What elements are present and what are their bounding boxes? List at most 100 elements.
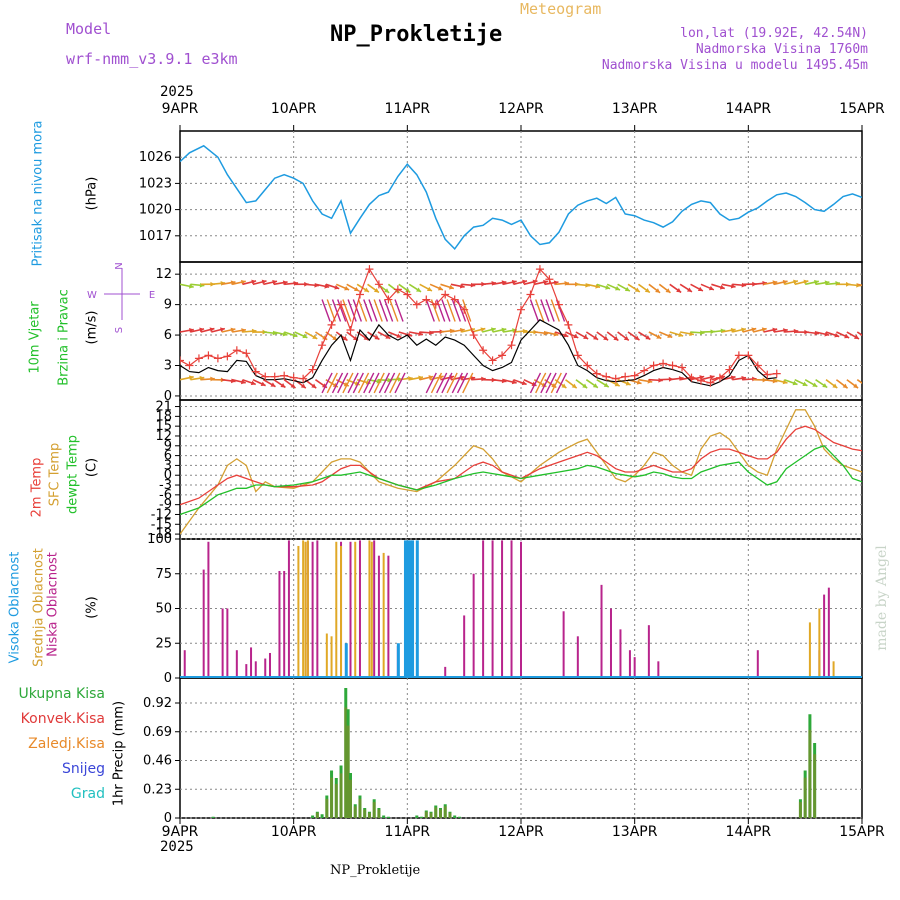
y-tick-label: 0 (164, 389, 172, 404)
legend-snow: Snijeg (61, 761, 105, 777)
wind-arrow (856, 331, 862, 337)
precip-bar-conv (349, 779, 352, 818)
precip-bar-conv (798, 802, 802, 818)
cloud-bar (382, 552, 385, 678)
wind-gust-marker (337, 300, 346, 309)
wind-arrow (347, 372, 359, 394)
compass-west: W (87, 290, 97, 301)
cloud-bar (226, 608, 229, 678)
wind-arrow (337, 299, 347, 322)
precip-bar-conv (334, 784, 338, 818)
cloud-bar (501, 540, 504, 678)
y-tick-label: 9 (164, 439, 172, 454)
wind-gust-marker (403, 290, 412, 299)
cloud-bar (250, 647, 253, 678)
y-tick-label: 0 (164, 468, 172, 483)
wind-arrow (535, 299, 545, 322)
wind-gust-marker (393, 285, 402, 294)
precip-bar (211, 816, 215, 818)
cloud-bar (415, 540, 419, 678)
cloud-bar (235, 650, 238, 678)
wind-gust-marker (261, 372, 270, 381)
wind-arrow (383, 372, 396, 394)
compass-east: E (149, 290, 155, 301)
wind-arrow-head (363, 335, 369, 341)
precip-bar-conv (330, 777, 334, 818)
wind-arrow (363, 372, 375, 394)
wind-arrow-head (644, 287, 650, 293)
wind-arrow (540, 372, 552, 394)
wind-arrow (545, 372, 557, 394)
wind-arrow (347, 299, 357, 322)
x-tick-label-top: 13APR (612, 101, 658, 117)
wind-arrow (378, 372, 391, 394)
precip-bar-conv (346, 725, 350, 818)
wind-gust-marker (725, 365, 734, 374)
wind-gust-marker (763, 370, 772, 379)
wind-arrow-head (647, 378, 653, 384)
cloud-bar (832, 661, 835, 678)
cloud-bar (221, 608, 224, 678)
x-tick-label-bottom: 9APR (162, 824, 199, 840)
wind-arrow (436, 299, 446, 322)
wind-arrow-head (322, 335, 328, 340)
wind-gust-marker (242, 349, 251, 358)
cloud-bar (202, 569, 205, 678)
y-tick-label: -15 (151, 517, 172, 532)
wind-gust-marker (659, 359, 668, 368)
x-tick-label-bottom: 11APR (385, 824, 431, 840)
wind-arrow-head (802, 381, 808, 386)
chart-kind: Meteogram (520, 0, 602, 18)
wind-arrow (342, 372, 354, 394)
y-tick-label: 25 (155, 636, 172, 651)
wind-arrow-head (634, 287, 640, 292)
wind-arrow-head (480, 327, 486, 332)
wind-arrow-head (270, 382, 276, 387)
wind-arrow-head (374, 335, 380, 340)
wind-arrow-head (449, 328, 455, 334)
y-tick-label: -3 (159, 478, 172, 493)
precip-bar-conv (372, 802, 376, 818)
wind-arrow-head (719, 284, 725, 290)
cloud-bar (254, 661, 257, 678)
y-tick-label: 1023 (139, 176, 172, 191)
cloud-bar (408, 540, 412, 678)
wind-arrow-head (676, 287, 682, 293)
wind-arrow-head (793, 279, 798, 285)
wind-gust-marker (526, 290, 535, 299)
precip-bar-conv (443, 806, 447, 818)
y-tick-label: 9 (164, 298, 172, 313)
y-tick-label: 75 (155, 567, 172, 582)
precip-bar (311, 815, 315, 818)
wind-arrow (331, 299, 342, 322)
wind-arrow-head (290, 383, 296, 388)
wind-arrow-head (803, 279, 809, 285)
wind-arrow-head (230, 327, 236, 333)
wind-gust-marker (280, 371, 289, 380)
wind-arrow (326, 372, 338, 394)
wind-arrow-head (866, 284, 871, 289)
y-tick-label: -6 (159, 488, 172, 503)
wind-arrow-head (645, 335, 651, 340)
wind-arrow (446, 372, 458, 394)
cloud-bar (311, 541, 314, 678)
wind-gust-marker (204, 351, 213, 360)
cloud-bar (520, 541, 522, 678)
year-bottom: 2025 (160, 839, 194, 855)
cloud-bar (756, 650, 759, 678)
wind-arrow-head (615, 286, 621, 291)
wind-arrow-head (332, 335, 338, 341)
cloud-bar (491, 540, 494, 678)
wind-gust-marker (346, 325, 355, 334)
cloud-bar (403, 540, 407, 678)
wind-arrow (856, 379, 862, 384)
wind-arrow-head (260, 381, 266, 386)
wind-arrow-head (842, 383, 848, 389)
wind-arrow-head (824, 280, 830, 286)
y-tick-label: 3 (164, 359, 172, 374)
legend-convective-rain: Konvek.Kisa (20, 711, 105, 727)
y-tick-label: 0.92 (143, 696, 172, 711)
wind-arrow (540, 299, 550, 322)
wind-gust-marker (374, 280, 383, 289)
x-tick-label-top: 11APR (385, 101, 431, 117)
